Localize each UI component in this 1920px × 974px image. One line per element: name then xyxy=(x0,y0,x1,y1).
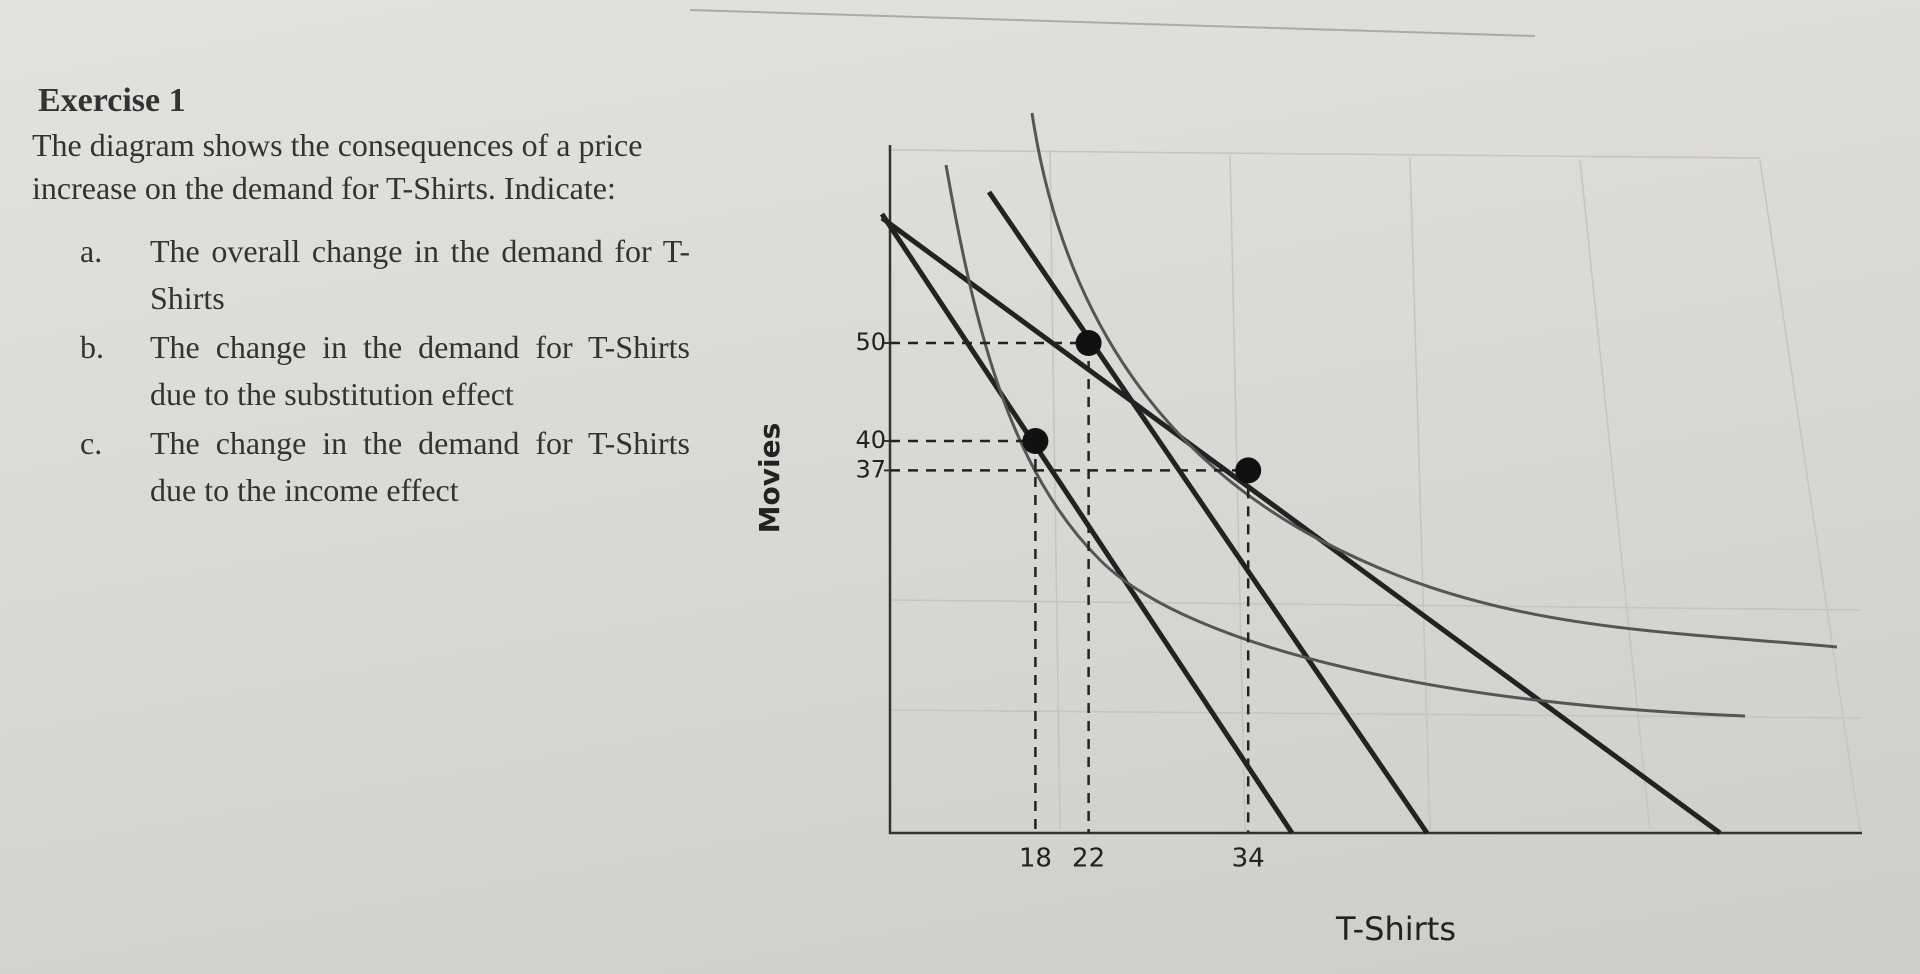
x-tick-label: 34 xyxy=(1232,844,1265,874)
point xyxy=(1235,457,1262,484)
y-tick-label: 40 xyxy=(855,426,886,454)
x-tick-label: 18 xyxy=(1019,844,1052,874)
budget-line xyxy=(880,215,1722,836)
exercise-title: Exercise 1 xyxy=(38,82,186,119)
item-text: The overall change in the demand for T-S… xyxy=(150,233,690,316)
item-marker: b. xyxy=(80,329,104,365)
item: c. The change in the demand for T-Shirts … xyxy=(32,420,692,514)
point xyxy=(1075,330,1102,356)
indifference-curve xyxy=(1030,112,1838,649)
axes xyxy=(888,145,1862,835)
intro: The diagram shows the consequences of a … xyxy=(32,127,643,206)
item-marker: a. xyxy=(80,233,103,269)
exercise: Exercise 1 The diagram shows the consequ… xyxy=(32,82,692,516)
item: a. The overall change in the demand for T… xyxy=(32,228,692,322)
item-list: a. The overall change in the demand for T… xyxy=(32,228,692,514)
paper-grid xyxy=(889,149,1861,831)
item: b. The change in the demand for T-Shirts … xyxy=(32,324,692,418)
x-axis-label: T-Shirts xyxy=(1335,910,1456,948)
item-text: The change in the demand for T-Shirts du… xyxy=(150,329,690,412)
y-tick-label: 37 xyxy=(855,455,886,483)
y-tick-label: 50 xyxy=(855,328,886,356)
name-line xyxy=(689,9,1536,37)
point xyxy=(1022,428,1049,454)
y-axis-label: Movies xyxy=(753,423,786,534)
budget-line xyxy=(879,212,1295,835)
budget-line xyxy=(986,190,1430,835)
x-tick-label: 22 xyxy=(1072,844,1105,874)
item-marker: c. xyxy=(80,425,103,461)
item-text: The change in the demand for T-Shirts du… xyxy=(150,425,690,508)
indifference-curve xyxy=(944,164,1746,718)
